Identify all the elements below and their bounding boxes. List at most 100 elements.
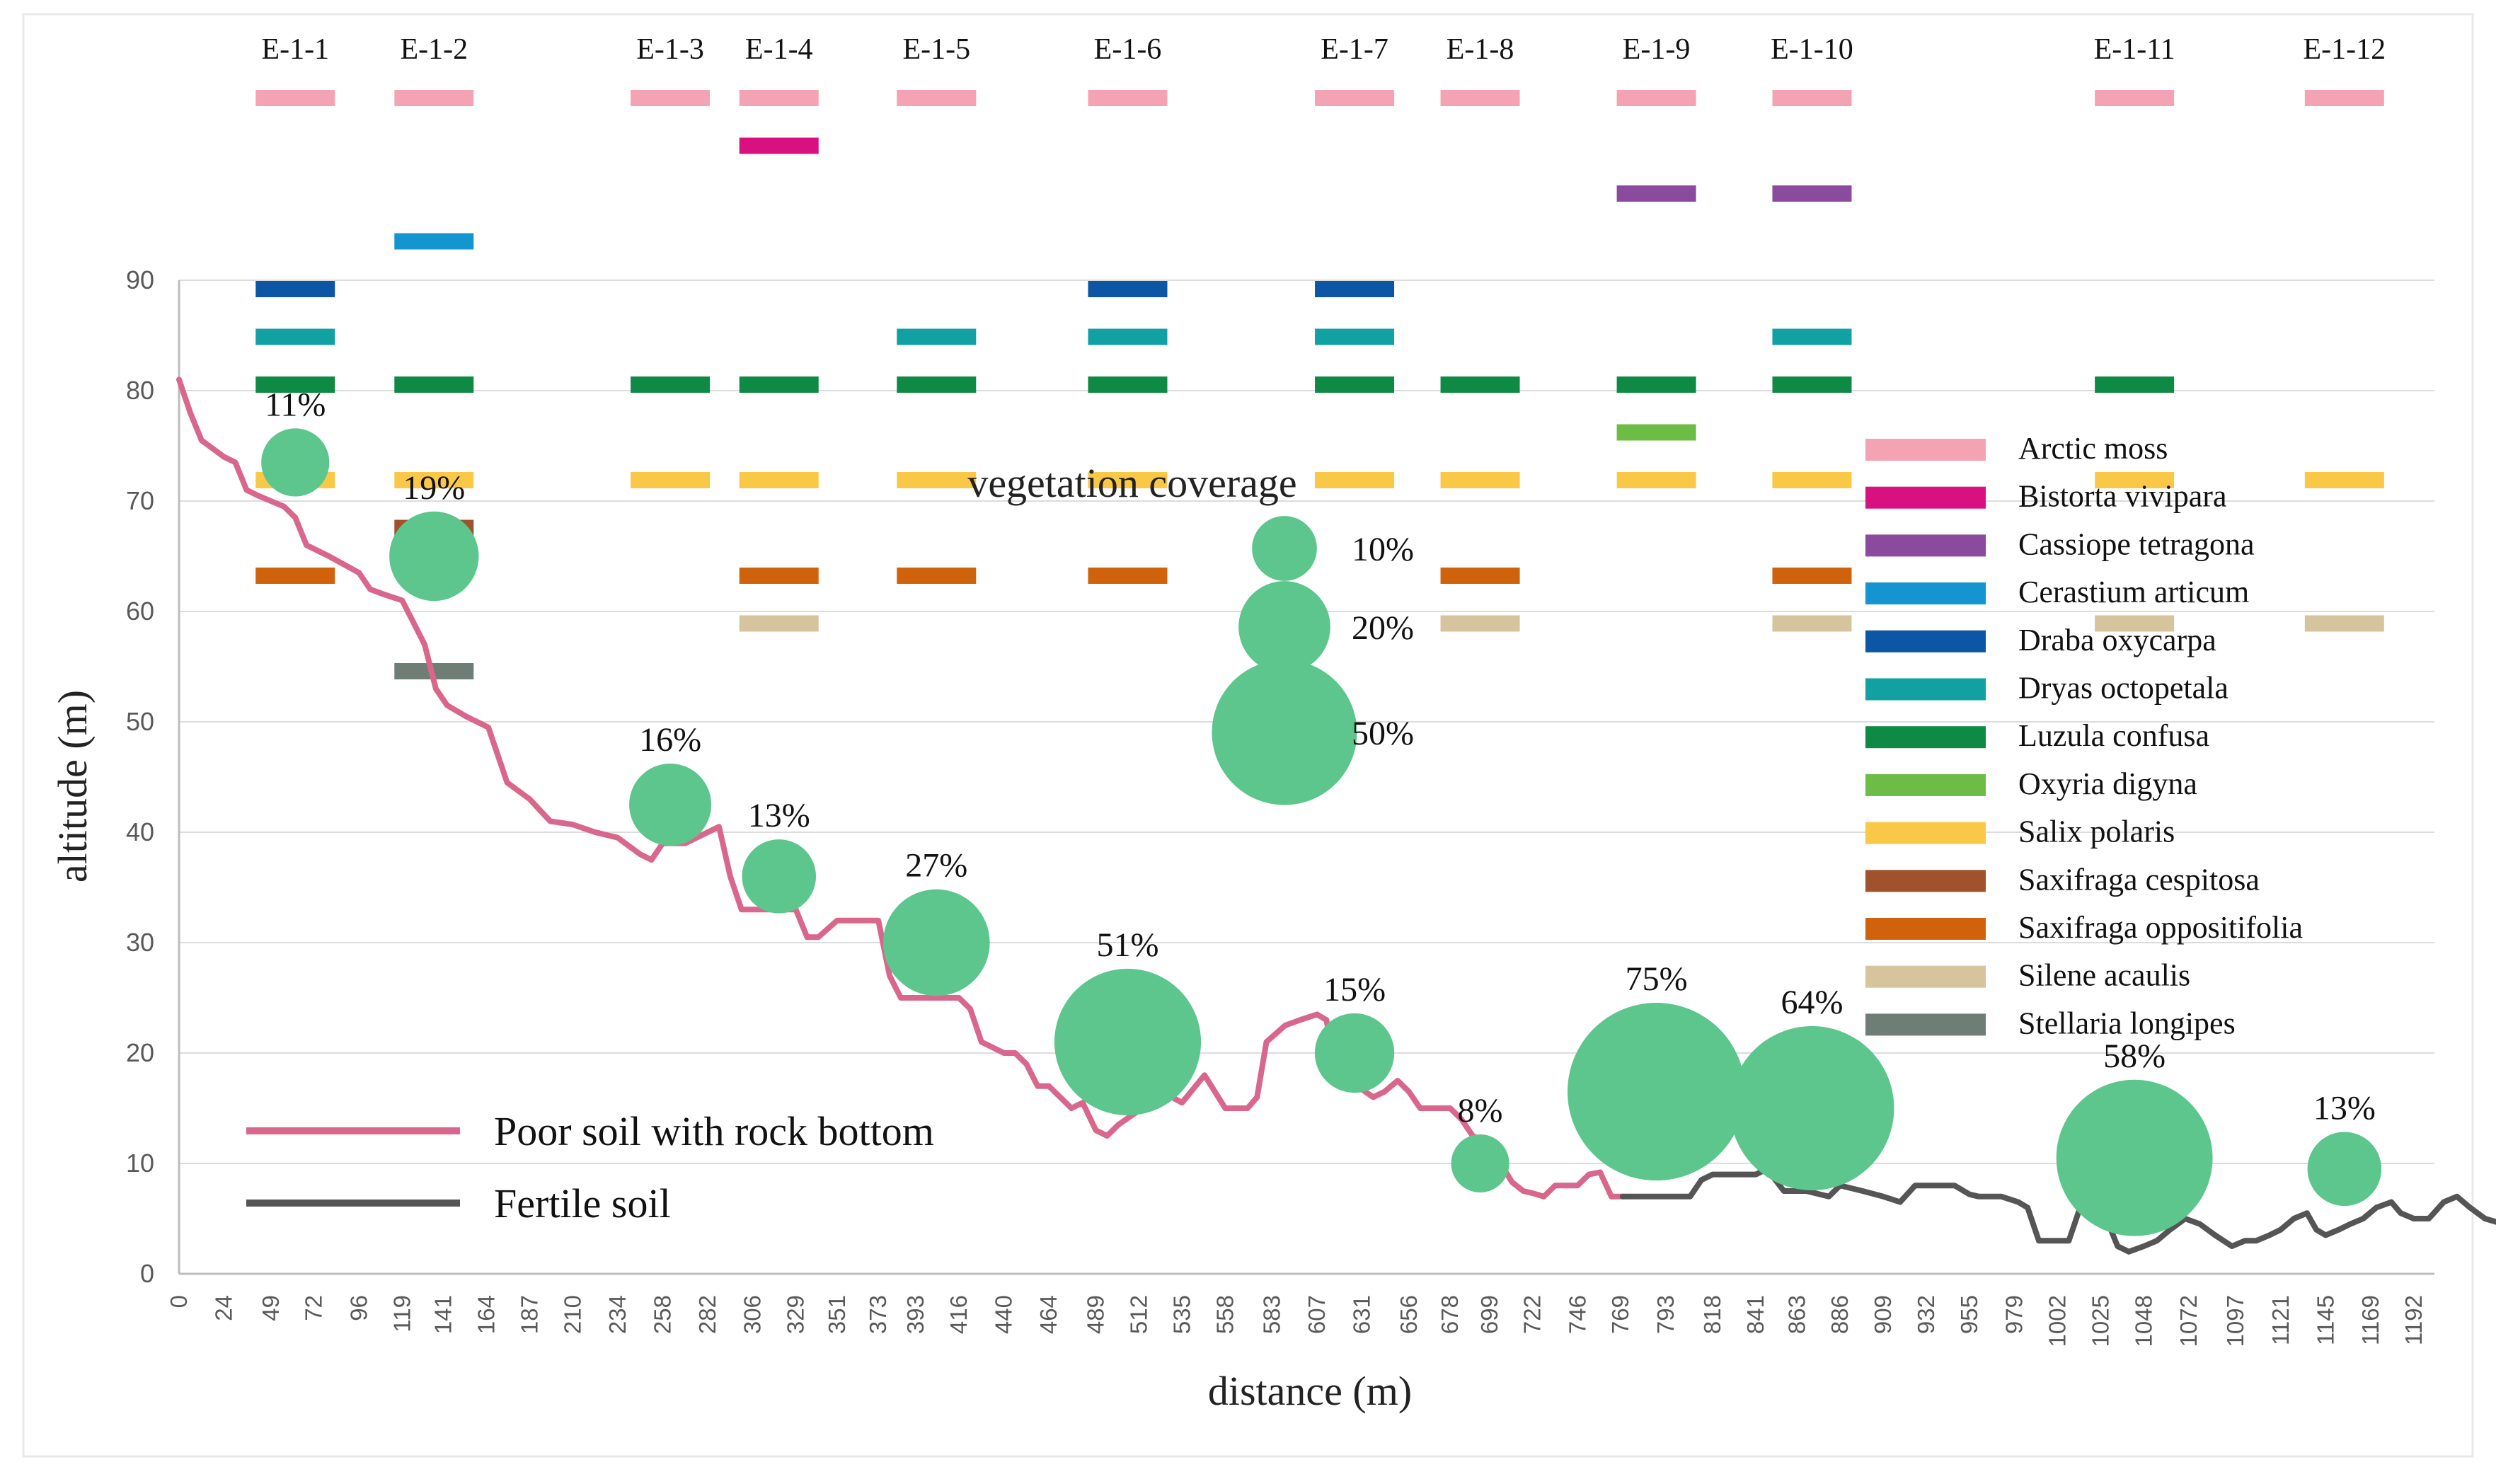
site-label: E-1-11 xyxy=(2094,33,2175,66)
species-strip xyxy=(1772,90,1852,106)
coverage-bubble xyxy=(742,839,817,914)
coverage-bubble xyxy=(1730,1026,1894,1190)
x-tick-label: 607 xyxy=(1304,1295,1330,1334)
x-tick-label: 722 xyxy=(1519,1295,1546,1334)
species-strip xyxy=(739,90,819,106)
site-label: E-1-10 xyxy=(1771,33,1853,66)
species-legend-swatch xyxy=(1865,870,1986,892)
species-legend-swatch xyxy=(1865,822,1986,844)
coverage-bubble xyxy=(1568,1003,1746,1181)
species-legend-swatch xyxy=(1865,486,1986,509)
species-strip xyxy=(1772,185,1852,202)
species-strip xyxy=(394,472,474,488)
x-tick-label: 329 xyxy=(783,1295,809,1334)
species-legend-label: Bistorta vivipara xyxy=(2018,479,2227,514)
species-strip xyxy=(897,376,977,393)
coverage-bubble xyxy=(882,889,990,996)
x-tick-label: 818 xyxy=(1699,1295,1725,1334)
species-strip xyxy=(1772,328,1852,345)
species-strip xyxy=(1088,472,1168,488)
x-tick-label: 909 xyxy=(1870,1295,1896,1334)
x-tick-label: 656 xyxy=(1396,1295,1422,1334)
species-strip xyxy=(1440,472,1520,488)
series-legend-label: Fertile soil xyxy=(494,1180,671,1226)
x-tick-label: 119 xyxy=(389,1295,415,1333)
coverage-bubble xyxy=(389,511,479,602)
species-legend-swatch xyxy=(1865,582,1986,605)
x-tick-label: 440 xyxy=(991,1295,1017,1334)
species-legend-swatch xyxy=(1865,534,1986,557)
x-tick-label: 1025 xyxy=(2087,1295,2113,1347)
species-strip xyxy=(2095,90,2175,106)
x-tick-label: 210 xyxy=(559,1295,585,1334)
x-tick-label: 96 xyxy=(345,1295,372,1321)
species-legend-swatch xyxy=(1865,965,1986,988)
coverage-label: 13% xyxy=(2313,1090,2376,1127)
species-strip xyxy=(1772,568,1852,584)
x-tick-label: 24 xyxy=(211,1295,237,1321)
x-tick-label: 464 xyxy=(1035,1295,1062,1334)
species-legend-label: Luzula confusa xyxy=(2018,718,2209,753)
species-legend-label: Draba oxycarpa xyxy=(2018,623,2216,657)
species-strip xyxy=(1088,90,1168,106)
species-strip xyxy=(739,137,819,154)
species-strip xyxy=(631,472,711,488)
x-tick-label: 282 xyxy=(694,1295,720,1334)
legends: 10% 20% 50% Arctic moss Bistorta vivipara Cas… xyxy=(246,431,2303,1226)
y-tick-label: 40 xyxy=(126,817,154,846)
x-tick-label: 393 xyxy=(902,1295,928,1334)
species-legend-label: Silene acaulis xyxy=(2018,958,2190,993)
x-tick-label: 373 xyxy=(865,1295,891,1334)
site-label: E-1-12 xyxy=(2304,33,2386,66)
species-strip xyxy=(897,472,977,488)
y-tick-label: 70 xyxy=(126,486,154,515)
axes: 0 10 20 30 40 50 60 70 80 90 0 24 49 72 96 119 141 164 187… xyxy=(126,265,2434,1347)
species-legend-swatch xyxy=(1865,678,1986,701)
species-strip xyxy=(394,376,474,393)
coverage-label: 15% xyxy=(1323,971,1386,1008)
species-strip xyxy=(1616,424,1696,441)
series-line xyxy=(176,376,1626,1200)
site-label: E-1-3 xyxy=(636,33,704,66)
coverage-label: 75% xyxy=(1626,960,1688,998)
coverage-bubble xyxy=(2307,1132,2382,1207)
coverage-label: 8% xyxy=(1458,1092,1503,1129)
x-tick-label: 1002 xyxy=(2044,1295,2071,1347)
species-strip xyxy=(1440,376,1520,393)
coverage-label: 19% xyxy=(403,469,465,507)
x-tick-label: 1048 xyxy=(2130,1295,2156,1347)
y-tick-label: 20 xyxy=(126,1038,154,1067)
y-tick-label: 50 xyxy=(126,707,154,736)
coverage-label: 16% xyxy=(639,721,701,759)
x-tick-label: 234 xyxy=(604,1295,631,1334)
x-tick-label: 793 xyxy=(1652,1295,1679,1334)
x-tick-label: 558 xyxy=(1212,1295,1238,1334)
species-legend-label: Oxyria digyna xyxy=(2018,766,2197,801)
species-strip xyxy=(1315,90,1395,106)
species-strip xyxy=(1088,568,1168,584)
site-label: E-1-6 xyxy=(1094,33,1162,66)
species-strip xyxy=(2095,376,2175,393)
coverage-bubbles: 11% 19% 16% 13% 27% 51% 15% 8% 75% 64% 58% 13% xyxy=(261,386,2382,1236)
coverage-bubble xyxy=(629,764,712,846)
species-strip xyxy=(897,90,977,106)
x-tick-label: 535 xyxy=(1168,1295,1195,1334)
x-tick-label: 306 xyxy=(740,1295,766,1334)
species-legend-label: Salix polaris xyxy=(2018,815,2175,849)
x-tick-label: 512 xyxy=(1125,1295,1151,1334)
x-tick-label: 416 xyxy=(945,1295,972,1334)
species-strip xyxy=(1315,328,1395,345)
species-strip xyxy=(1315,472,1395,488)
site-label: E-1-1 xyxy=(261,33,329,66)
x-tick-label: 164 xyxy=(473,1295,499,1334)
species-legend-label: Stellaria longipes xyxy=(2018,1006,2236,1040)
species-legend-swatch xyxy=(1865,439,1986,461)
species-legend-label: Saxifraga oppositifolia xyxy=(2018,910,2303,945)
coverage-bubble xyxy=(1054,968,1202,1115)
species-strip xyxy=(2095,615,2175,632)
species-strip xyxy=(1772,376,1852,393)
species-strip xyxy=(394,90,474,106)
coverage-label: 51% xyxy=(1097,926,1159,964)
species-legend-label: Saxifraga cespitosa xyxy=(2018,862,2260,897)
